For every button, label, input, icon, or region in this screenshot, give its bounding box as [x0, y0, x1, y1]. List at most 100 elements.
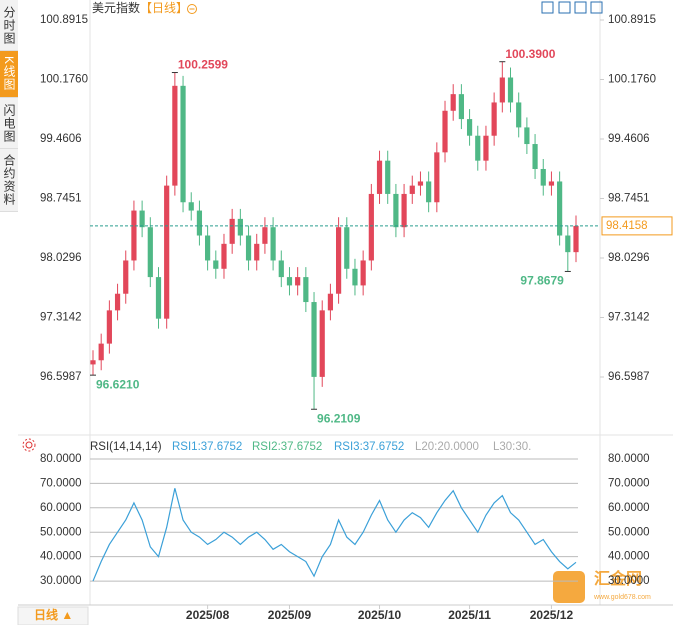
rsi-tick-label: 70.0000 [40, 477, 82, 489]
candle-body [254, 243, 260, 261]
rsi-tick-label: 60.0000 [40, 502, 82, 514]
tab-contract[interactable]: 合约资料 [0, 149, 18, 212]
extreme-label: 97.8679 [520, 274, 564, 288]
tool-icon[interactable] [574, 1, 587, 14]
candle-body [426, 181, 432, 203]
x-tick-label: 2025/10 [358, 608, 402, 622]
period-tab[interactable]: 日线 ▲ [34, 607, 73, 622]
rsi-legend: RSI2:37.6752 [252, 441, 322, 453]
tool-icon[interactable] [541, 1, 554, 14]
tab-kline[interactable]: K线图 [0, 51, 18, 98]
rsi-tick-label-right: 30.0000 [608, 575, 650, 587]
extreme-label: 100.3900 [505, 47, 555, 61]
tool-icon[interactable] [590, 1, 603, 14]
candle-body [180, 85, 186, 203]
candle-body [524, 127, 530, 145]
extreme-label: 96.2109 [317, 411, 361, 425]
candle-body [360, 260, 366, 286]
period-tab-box[interactable] [17, 606, 89, 625]
candle-body [131, 210, 137, 261]
candle-body [245, 235, 252, 261]
candle-body [483, 135, 489, 161]
rsi-legend: RSI3:37.6752 [334, 441, 404, 453]
collapse-icon[interactable] [187, 4, 197, 14]
candle-body [270, 227, 276, 261]
rsi-line [92, 488, 577, 582]
rsi-tick-label-right: 60.0000 [608, 502, 650, 514]
candle-body [188, 202, 194, 211]
candle-body [573, 225, 579, 253]
y-tick-label: 96.5987 [40, 371, 82, 383]
candle-body [295, 277, 301, 286]
candle-body [114, 293, 121, 311]
candle-body [557, 181, 563, 236]
candle-body [499, 77, 505, 103]
rsi-tick-label: 40.0000 [40, 551, 82, 563]
y-tick-label-right: 96.5987 [608, 371, 650, 383]
title: 美元指数 [92, 0, 140, 15]
rsi-tick-label-right: 40.0000 [608, 551, 650, 563]
period: 【日线】 [140, 1, 188, 15]
y-tick-label: 100.8915 [40, 14, 88, 26]
y-tick-label: 98.7451 [40, 193, 82, 205]
y-tick-label-right: 98.0296 [608, 252, 650, 264]
candle-body [221, 243, 227, 269]
candle-body [319, 310, 325, 377]
candle-body [466, 119, 473, 136]
rsi-tick-label: 50.0000 [40, 526, 82, 538]
candle-body [352, 268, 358, 286]
tab-flash[interactable]: 闪电图 [0, 98, 18, 149]
rsi-legend: RSI1:37.6752 [172, 441, 242, 453]
x-tick-label: 2025/12 [530, 608, 574, 622]
candle-body [409, 185, 415, 194]
rsi-icon [22, 438, 36, 452]
y-tick-label-right: 100.8915 [608, 14, 656, 26]
tab-timeshare[interactable]: 分时图 [0, 0, 18, 51]
candle-body [213, 260, 219, 269]
candle-body [196, 210, 203, 236]
candle-body [335, 227, 342, 294]
rsi-tick-label: 30.0000 [40, 575, 82, 587]
rsi-tick-label: 80.0000 [40, 453, 82, 465]
x-tick-label: 2025/08 [186, 608, 230, 622]
watermark-logo [553, 571, 585, 603]
candle-body [205, 235, 211, 261]
y-tick-label-right: 99.4606 [608, 133, 650, 145]
extreme-label: 96.6210 [96, 377, 140, 391]
watermark: 汇金网 [594, 569, 642, 588]
candle-body [155, 277, 162, 319]
tool-icon[interactable] [558, 1, 571, 14]
candle-body [376, 160, 383, 194]
candle-body [475, 135, 481, 161]
extreme-label: 100.2599 [178, 58, 228, 72]
rsi-title: RSI(14,14,14) [90, 441, 162, 453]
rsi-tick-label-right: 70.0000 [608, 477, 650, 489]
candle-body [434, 152, 440, 203]
candle-body [393, 193, 399, 228]
candle-body [286, 277, 293, 286]
candle-body [106, 310, 112, 344]
candle-body [327, 293, 334, 311]
rsi-tick-label-right: 80.0000 [608, 453, 650, 465]
candle-body [417, 181, 424, 186]
y-tick-label: 98.0296 [40, 252, 82, 264]
candle-body [262, 227, 268, 244]
candle-body [278, 260, 284, 278]
last-price-label: 98.4158 [606, 220, 648, 232]
candle-body [237, 218, 243, 236]
candle-body [458, 94, 464, 120]
candle-body [540, 168, 546, 186]
y-tick-label-right: 97.3142 [608, 312, 650, 324]
candle-body [229, 218, 235, 244]
candle-body [442, 110, 448, 153]
y-tick-label: 97.3142 [40, 312, 82, 324]
candle-body [401, 193, 407, 228]
x-tick-label: 2025/09 [268, 608, 312, 622]
y-tick-label: 100.1760 [40, 74, 88, 86]
rsi-legend: L20:20.0000 [415, 441, 479, 453]
candle-body [565, 235, 571, 253]
toolbar [541, 1, 603, 14]
candle-body [450, 94, 456, 111]
